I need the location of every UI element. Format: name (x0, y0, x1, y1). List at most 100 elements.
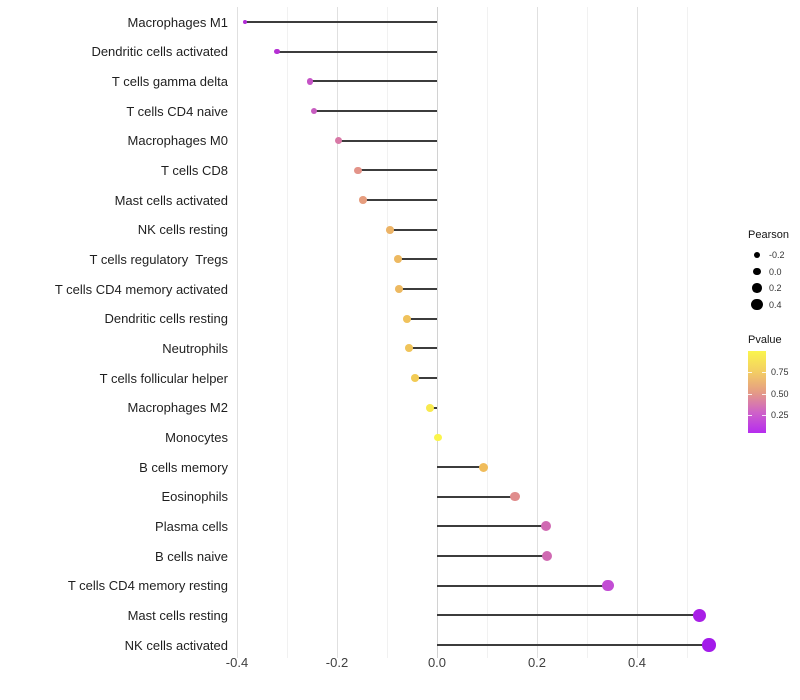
gridline-minor (486, 7, 488, 658)
y-axis-label: T cells follicular helper (99, 370, 228, 386)
colorbar-tick (762, 372, 766, 373)
lollipop-dot (310, 107, 318, 115)
pearson-legend-dot (752, 283, 762, 293)
colorbar-tick (762, 393, 766, 395)
lollipop-dot (359, 196, 367, 204)
y-axis-label: Mast cells activated (114, 192, 228, 208)
pearson-legend-label: 0.4 (769, 299, 782, 310)
y-axis-label: Macrophages M2 (127, 400, 228, 416)
lollipop-stem (363, 199, 437, 201)
lollipop-dot (395, 285, 403, 293)
lollipop-dot (692, 608, 706, 622)
y-axis-label: NK cells resting (137, 222, 228, 238)
colorbar-tick (748, 393, 752, 395)
lollipop-dot (274, 48, 280, 55)
gridline-minor (686, 7, 688, 658)
y-axis-label: Dendritic cells resting (104, 311, 228, 327)
y-axis-label: Plasma cells (155, 518, 228, 534)
y-axis-label: T cells CD4 naive (126, 103, 228, 119)
pvalue-legend-title: Pvalue (748, 334, 782, 346)
gridline-minor (586, 7, 588, 658)
pvalue-tick-label: 0.50 (771, 388, 789, 399)
y-axis-label: Macrophages M0 (127, 133, 228, 149)
y-axis-label: T cells gamma delta (111, 73, 228, 89)
x-axis-tick-label: -0.4 (225, 655, 249, 670)
pearson-legend-title: Pearson (748, 229, 789, 241)
y-axis-label: T cells regulatory Tregs (89, 251, 228, 267)
lollipop-stem (314, 110, 437, 112)
x-axis-tick-label: 0.4 (627, 655, 647, 670)
pearson-legend-label: 0.0 (769, 266, 782, 277)
x-axis-tick-label: 0.2 (527, 655, 547, 670)
y-axis-label: Monocytes (165, 429, 228, 445)
lollipop-dot (306, 78, 314, 85)
lollipop-dot (411, 374, 419, 382)
lollipop-dot (540, 521, 552, 532)
pearson-legend-dot (753, 267, 761, 276)
y-axis-label: Macrophages M1 (127, 14, 228, 30)
lollipop-stem (437, 644, 709, 646)
y-axis-label: T cells CD4 memory activated (54, 281, 228, 297)
lollipop-stem (310, 80, 437, 83)
lollipop-stem (437, 525, 546, 528)
lollipop-stem (390, 228, 437, 231)
gridline-minor (386, 7, 388, 658)
zero-gridline (436, 7, 438, 658)
lollipop-dot (242, 19, 248, 25)
lollipop-stem (437, 584, 608, 587)
lollipop-stem (399, 288, 437, 290)
lollipop-dot (334, 137, 342, 145)
y-axis-label: B cells memory (139, 459, 228, 475)
pvalue-tick-label: 0.25 (771, 410, 789, 420)
colorbar-tick (748, 372, 752, 373)
x-axis-tick-label: -0.2 (325, 655, 349, 670)
y-axis-label: T cells CD8 (161, 162, 228, 178)
pearson-legend-label: -0.2 (769, 250, 785, 260)
lollipop-stem (437, 495, 515, 498)
lollipop-stem (277, 50, 437, 53)
pvalue-colorbar (748, 351, 766, 433)
lollipop-dot (394, 255, 402, 264)
lollipop-stem (338, 139, 437, 142)
lollipop-stem (398, 258, 437, 261)
gridline-minor (286, 7, 288, 658)
lollipop-stem (358, 169, 437, 172)
y-axis-label: Neutrophils (162, 340, 228, 356)
pearson-legend-dot (751, 298, 763, 311)
lollipop-stem (437, 466, 483, 468)
lollipop-dot (386, 225, 394, 234)
lollipop-stem (409, 347, 437, 350)
lollipop-dot (426, 403, 434, 412)
lollipop-dot (602, 580, 614, 592)
colorbar-tick (748, 415, 752, 416)
colorbar-tick (762, 415, 766, 416)
lollipop-dot (434, 433, 442, 442)
lollipop-stem (415, 377, 437, 379)
lollipop-dot (403, 314, 411, 323)
lollipop-dot (405, 344, 413, 353)
y-axis-label: Dendritic cells activated (91, 44, 228, 60)
pvalue-tick-label: 0.75 (771, 367, 789, 377)
y-axis-label: Eosinophils (161, 489, 229, 505)
lollipop-stem (437, 555, 547, 557)
lollipop-dot (541, 550, 553, 562)
gridline-major (336, 7, 338, 658)
lollipop-dot (478, 462, 488, 472)
y-axis-label: Mast cells resting (127, 607, 228, 623)
pearson-legend-dot (754, 252, 760, 258)
lollipop-dot (510, 491, 520, 502)
x-axis-tick-label: 0.0 (427, 655, 447, 670)
y-axis-label: T cells CD4 memory resting (67, 578, 228, 594)
y-axis-label: NK cells activated (124, 637, 228, 653)
lollipop-stem (407, 317, 437, 320)
lollipop-stem (437, 614, 699, 617)
gridline-major (236, 7, 238, 658)
gridline-major (536, 7, 538, 658)
gridline-major (636, 7, 638, 658)
lollipop-dot (354, 166, 362, 175)
lollipop-stem (245, 21, 437, 23)
pearson-legend-label: 0.2 (769, 283, 782, 293)
lollipop-dot (702, 638, 716, 652)
y-axis-label: B cells naive (155, 548, 228, 564)
